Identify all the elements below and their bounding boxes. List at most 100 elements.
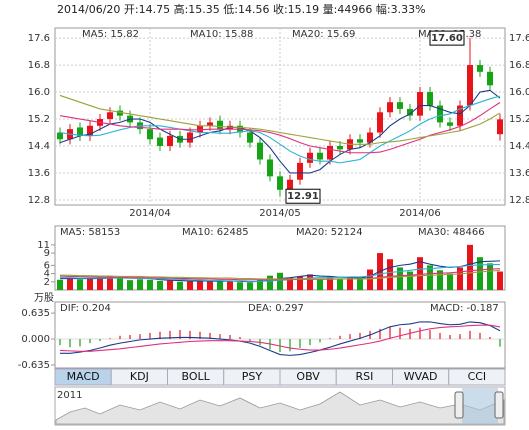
candle-body	[467, 65, 473, 106]
ma-line	[59, 94, 501, 145]
y-tick-label: 15.2	[28, 114, 50, 125]
candle-body	[117, 110, 123, 116]
candle-body	[147, 129, 153, 140]
candle-body	[447, 122, 453, 126]
y-tick-label-right: 17.6	[509, 33, 529, 44]
y-tick-label-right: 15.2	[509, 114, 529, 125]
volume-bar	[277, 272, 283, 290]
header: 2014/06/20 开:14.75 高:15.35 低:14.56 收:15.…	[57, 2, 426, 16]
candle-body	[77, 127, 83, 136]
volume-bar	[187, 281, 193, 290]
y-tick-label: 2	[44, 277, 50, 288]
y-tick-label: -0.635	[18, 360, 50, 371]
tab-label[interactable]: MACD	[67, 370, 100, 383]
tab-label[interactable]: WVAD	[404, 370, 438, 383]
navigator-label: 2011	[57, 390, 82, 401]
tab-label[interactable]: BOLL	[181, 370, 210, 383]
candle-body	[187, 132, 193, 143]
volume-bar	[477, 257, 483, 290]
candle-body	[247, 132, 253, 143]
tab-label[interactable]: PSY	[242, 370, 263, 383]
y-tick-label: 16.0	[28, 87, 50, 98]
volume-bar	[267, 275, 273, 290]
candle-body	[287, 179, 293, 190]
y-tick-label: 0.635	[21, 308, 50, 319]
volume-bar	[147, 279, 153, 290]
candle-body	[317, 152, 323, 160]
volume-bar	[287, 277, 293, 290]
navigator-handle-right[interactable]	[494, 391, 504, 419]
volume-bar	[457, 267, 463, 290]
candle-body	[487, 71, 493, 86]
volume-bar	[297, 276, 303, 290]
y-tick-label: 11	[37, 240, 50, 251]
volume-bar	[157, 280, 163, 290]
tab-label[interactable]: CCI	[468, 370, 487, 383]
candle-body	[57, 132, 63, 140]
candle-body	[217, 120, 223, 130]
candle-body	[297, 162, 303, 180]
candle-body	[267, 159, 273, 177]
volume-bar	[177, 281, 183, 290]
legend-entry: MA5: 15.82	[82, 29, 139, 40]
volume-bar	[497, 271, 503, 290]
annotation-box	[429, 30, 465, 46]
candle-body	[407, 108, 413, 116]
volume-bar	[57, 279, 63, 290]
tab-label[interactable]: RSI	[355, 370, 373, 383]
volume-bar	[357, 278, 363, 290]
candle-body	[327, 146, 333, 160]
volume-bar	[437, 270, 443, 290]
volume-bar	[417, 257, 423, 290]
y-tick-label-right: 12.8	[509, 195, 529, 206]
legend-entry: MACD: -0.187	[430, 303, 499, 314]
y-tick-label-right: 14.4	[509, 141, 529, 152]
annotation: 12.91	[287, 191, 319, 202]
volume-bar	[207, 280, 213, 290]
x-tick-label: 2014/04	[129, 208, 171, 219]
tab[interactable]	[448, 368, 506, 386]
candle-body	[397, 102, 403, 109]
candle-body	[337, 146, 343, 150]
ma-line	[60, 321, 501, 356]
volume-bar	[407, 271, 413, 290]
candle-body	[307, 152, 313, 163]
y-tick-label: 13.6	[28, 168, 50, 179]
x-tick-label: 2014/05	[259, 208, 301, 219]
candle-body	[257, 142, 263, 160]
legend-entry: MA10: 62485	[182, 227, 249, 238]
volume-bar	[247, 282, 253, 290]
volume-bar	[237, 282, 243, 290]
volume-unit: 万股	[34, 292, 54, 304]
y-tick-label: 12.8	[28, 195, 50, 206]
volume-bar	[347, 277, 353, 290]
navigator-handle-left[interactable]	[454, 391, 464, 419]
ma-line	[59, 89, 501, 174]
ma-line	[59, 324, 501, 352]
tab-label[interactable]: KDJ	[130, 370, 149, 383]
legend-entry: DIF: 0.204	[60, 303, 111, 314]
ma-line	[59, 268, 501, 281]
volume-bar	[227, 281, 233, 290]
navigator-window[interactable]	[462, 388, 498, 424]
y-tick-label: 17.6	[28, 33, 50, 44]
volume-bar	[257, 279, 263, 290]
legend-entry: MA20: 15.69	[292, 29, 355, 40]
y-tick-label: 4	[44, 269, 50, 280]
volume-bar	[87, 278, 93, 290]
volume-bar	[487, 263, 493, 290]
candle-body	[107, 112, 113, 120]
tab-label[interactable]: OBV	[296, 370, 320, 383]
volume-bar	[97, 276, 103, 290]
y-tick-label: 9	[44, 248, 50, 259]
y-tick-label: 14.4	[28, 141, 50, 152]
candle-body	[497, 119, 503, 135]
volume-bar	[167, 280, 173, 290]
candle-body	[357, 139, 363, 143]
candle-body	[367, 132, 373, 143]
volume-bar	[397, 267, 403, 290]
volume-bar	[387, 259, 393, 290]
